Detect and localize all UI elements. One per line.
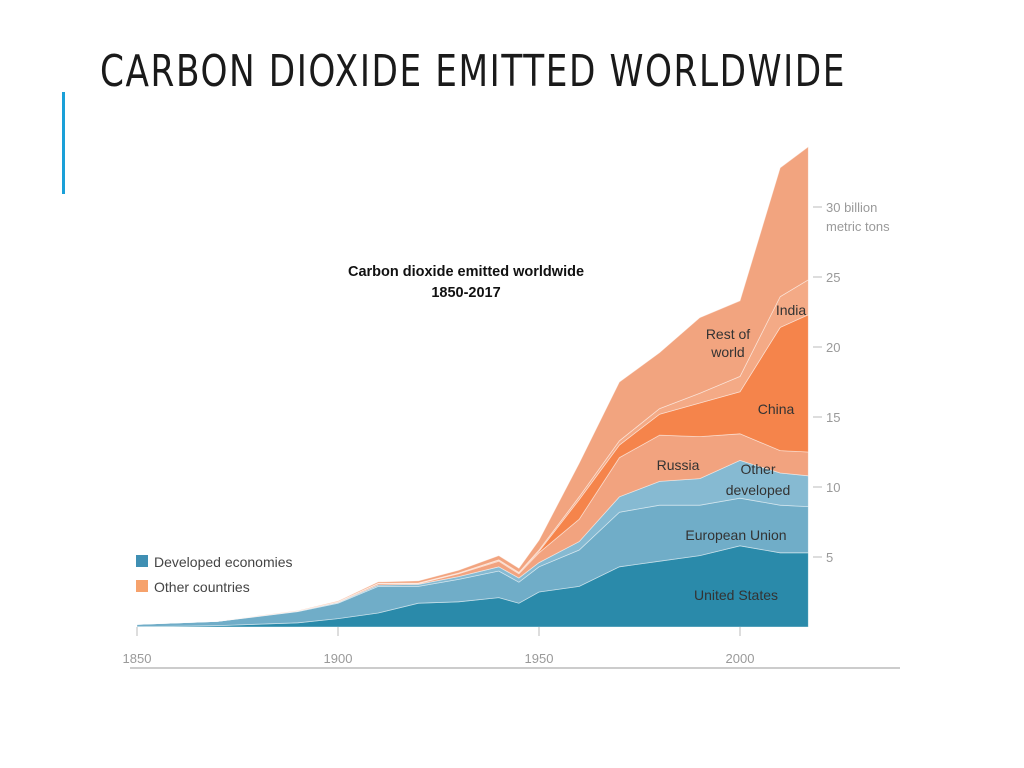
chart-title: Carbon dioxide emitted worldwide [348, 264, 584, 280]
x-tick-label: 1850 [123, 651, 152, 666]
y-tick-label: 25 [826, 270, 840, 285]
series-label-eu: European Union [685, 527, 786, 543]
y-ticks: 5 10 15 20 25 [813, 270, 840, 565]
series-label-other-developed-2: developed [726, 482, 791, 498]
slide-title: CARBON DIOXIDE EMITTED WORLDWIDE [100, 46, 847, 97]
series-label-other-developed-1: Other [740, 461, 775, 477]
y-tick-label: 10 [826, 480, 840, 495]
legend-swatch-developed [136, 555, 148, 567]
legend-swatch-other [136, 580, 148, 592]
x-tick-label: 2000 [726, 651, 755, 666]
y-tick-label: 15 [826, 410, 840, 425]
area-layers [136, 146, 809, 628]
series-label-rest-2: world [710, 344, 744, 360]
y-tick-label: 20 [826, 340, 840, 355]
series-label-china: China [758, 401, 795, 417]
y-unit-label-line1: 30 billion [826, 200, 877, 215]
y-tick-label: 5 [826, 550, 833, 565]
chart-subtitle: 1850-2017 [431, 285, 500, 301]
title-accent-bar [62, 92, 65, 194]
x-ticks: 1850 1900 1950 2000 [123, 627, 755, 666]
legend-label-developed: Developed economies [154, 554, 293, 570]
y-unit-label-line2: metric tons [826, 219, 890, 234]
series-label-us: United States [694, 587, 778, 603]
legend-label-other: Other countries [154, 579, 250, 595]
x-tick-label: 1900 [324, 651, 353, 666]
series-label-russia: Russia [657, 457, 700, 473]
area-rest-of-world [136, 146, 809, 625]
series-label-rest-1: Rest of [706, 326, 750, 342]
series-label-india: India [776, 302, 807, 318]
x-tick-label: 1950 [525, 651, 554, 666]
